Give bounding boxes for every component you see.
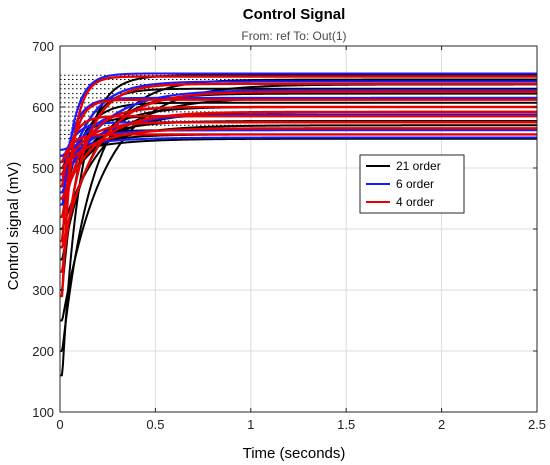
series-line xyxy=(60,137,537,157)
y-tick-label: 200 xyxy=(32,344,54,359)
y-tick-label: 300 xyxy=(32,283,54,298)
x-tick-label: 0.5 xyxy=(146,417,164,432)
ticks: 0 0.5 1 1.5 2 2.5 100 200 300 400 500 600 700 xyxy=(32,39,546,432)
series-line xyxy=(60,88,537,188)
x-tick-label: 1.5 xyxy=(337,417,355,432)
y-tick-label: 500 xyxy=(32,161,54,176)
x-tick-label: 1 xyxy=(247,417,254,432)
series-line xyxy=(60,90,537,249)
series-line xyxy=(60,110,537,200)
y-tick-label: 400 xyxy=(32,222,54,237)
series-line xyxy=(60,105,537,218)
x-tick-label: 0 xyxy=(56,417,63,432)
legend-entry: 4 order xyxy=(396,195,434,209)
y-axis-label: Control signal (mV) xyxy=(5,162,22,290)
series-line xyxy=(60,87,537,291)
x-tick-label: 2.5 xyxy=(528,417,546,432)
series-line xyxy=(60,78,537,352)
chart-title: Control Signal xyxy=(243,6,346,23)
series-line xyxy=(60,121,537,176)
series-line xyxy=(60,82,537,273)
x-axis-label: Time (seconds) xyxy=(243,445,346,462)
chart-subtitle: From: ref To: Out(1) xyxy=(241,29,346,43)
y-tick-label: 700 xyxy=(32,39,54,54)
plot-area: 0 0.5 1 1.5 2 2.5 100 200 300 400 500 600 700 xyxy=(32,39,546,432)
series-line xyxy=(60,72,537,206)
series-line xyxy=(60,80,537,194)
series-line xyxy=(60,127,537,170)
series-line xyxy=(60,114,537,188)
series-line xyxy=(60,74,537,377)
y-tick-label: 600 xyxy=(32,100,54,115)
series-line xyxy=(60,75,537,298)
series-line xyxy=(60,98,537,243)
series-4-order xyxy=(60,75,537,298)
series-line xyxy=(60,96,537,182)
x-tick-label: 2 xyxy=(438,417,445,432)
legend-entry: 6 order xyxy=(396,177,434,191)
legend: 21 order 6 order 4 order xyxy=(359,154,465,214)
series-line xyxy=(60,92,537,261)
series-line xyxy=(60,133,537,164)
traces xyxy=(60,72,537,377)
y-tick-label: 100 xyxy=(32,405,54,420)
legend-entry: 21 order xyxy=(396,159,441,173)
series-line xyxy=(60,136,537,151)
